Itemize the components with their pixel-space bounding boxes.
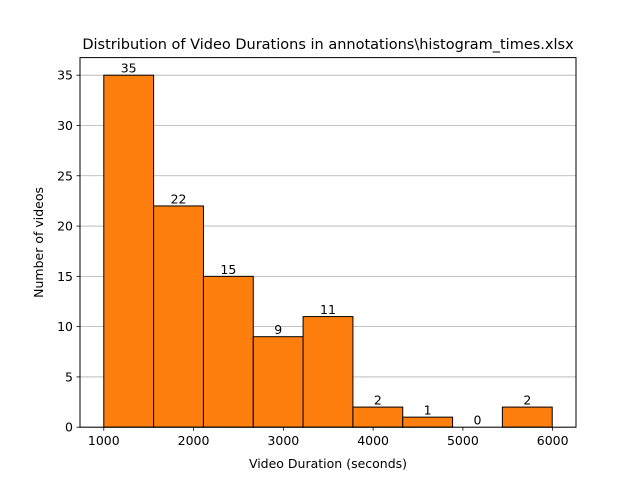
histogram-bar	[202, 275, 254, 428]
bars	[103, 74, 553, 428]
bar-count-label: 11	[320, 302, 336, 317]
x-tick-label: 4000	[357, 433, 389, 448]
bar-count-label: 2	[523, 393, 531, 408]
histogram-bar	[302, 316, 354, 428]
bar-count-label: 1	[424, 403, 432, 418]
plot-frame	[79, 57, 577, 428]
bar-count-label: 35	[121, 61, 137, 76]
histogram-bar	[402, 416, 454, 428]
data-labels: 35 22 15 9 11 2 1 0 2	[121, 61, 532, 428]
histogram-bar	[103, 74, 155, 428]
x-tick-label: 5000	[447, 433, 479, 448]
histogram-bar	[153, 205, 204, 428]
y-tick-label: 5	[65, 369, 73, 384]
chart-title: Distribution of Video Durations in annot…	[82, 37, 574, 53]
y-tick-label: 20	[57, 219, 73, 234]
histogram-bar	[352, 406, 404, 428]
bar-count-label: 9	[274, 322, 282, 337]
y-tick-label: 10	[57, 319, 73, 334]
y-tick-label: 25	[57, 168, 73, 183]
bar-count-label: 22	[171, 191, 187, 206]
histogram-bar	[252, 336, 304, 428]
histogram-bar	[501, 406, 553, 428]
y-tick-label: 15	[57, 269, 73, 284]
x-axis-label: Video Duration (seconds)	[249, 456, 407, 471]
bar-count-label: 0	[473, 413, 481, 428]
y-axis-label: Number of videos	[31, 187, 46, 298]
y-tick-label: 35	[57, 68, 73, 83]
x-tick-label: 3000	[267, 433, 299, 448]
y-tick-label: 0	[65, 420, 73, 435]
x-tick-label: 1000	[88, 433, 120, 448]
bar-count-label: 2	[374, 393, 382, 408]
x-tick-label: 6000	[537, 433, 569, 448]
y-tick-label: 30	[57, 118, 73, 133]
x-tick-label: 2000	[178, 433, 210, 448]
bar-count-label: 15	[220, 262, 236, 277]
